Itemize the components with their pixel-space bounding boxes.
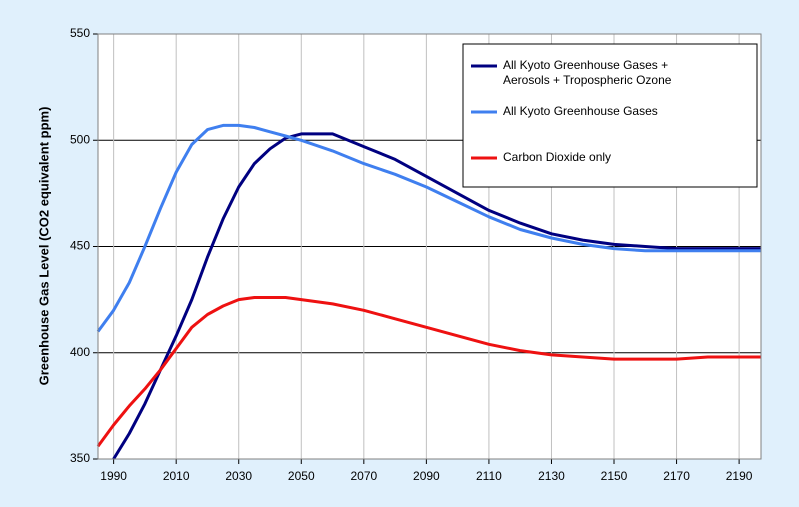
- x-tick-label: 2070: [350, 469, 377, 483]
- legend-box: [462, 43, 758, 188]
- x-tick-label: 2090: [413, 469, 440, 483]
- y-tick-label: 400: [70, 345, 90, 359]
- x-tick-label: 2150: [601, 469, 628, 483]
- legend-label: All Kyoto Greenhouse Gases: [503, 104, 658, 118]
- legend-label: Carbon Dioxide only: [503, 150, 611, 164]
- series-line: [112, 132, 761, 460]
- series-line: [96, 296, 761, 448]
- y-tick-label: 550: [70, 26, 90, 40]
- y-tick-label: 350: [70, 451, 90, 465]
- x-tick-label: 2010: [163, 469, 190, 483]
- plot-border: [97, 33, 762, 460]
- x-tick-label: 2050: [288, 469, 315, 483]
- series-line: [96, 123, 761, 333]
- y-tick-label: 500: [70, 132, 90, 146]
- y-tick-label: 450: [70, 239, 90, 253]
- y-axis-label: Greenhouse Gas Level (CO2 equivalent ppm…: [36, 107, 51, 386]
- x-tick-label: 1990: [100, 469, 127, 483]
- x-tick-label: 2030: [225, 469, 252, 483]
- x-tick-label: 2130: [538, 469, 565, 483]
- x-tick-label: 2170: [663, 469, 690, 483]
- x-tick-label: 2190: [726, 469, 753, 483]
- x-tick-label: 2110: [476, 469, 502, 483]
- legend-label: All Kyoto Greenhouse Gases + Aerosols + T…: [503, 58, 672, 87]
